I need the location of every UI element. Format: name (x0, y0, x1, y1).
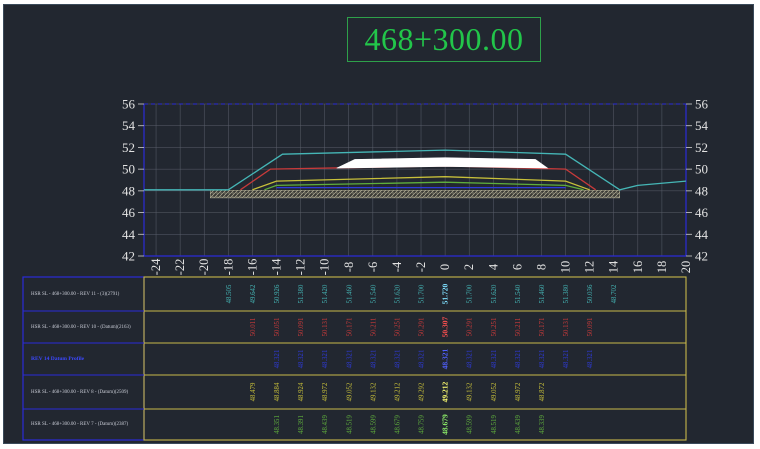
table-row-label: HSR SL - 468+300.00 - REV 10 - (Datum)(2… (31, 324, 131, 330)
table-row-label: HSR SL - 468+300.00 - REV 7 - (Datum)(23… (31, 422, 129, 427)
table-row-label: HSR SL - 468+300.00 - REV 11 - (3)(2791) (31, 291, 120, 297)
table-row-label: HSR SL - 468+300.00 - REV 8 - (Datum)(25… (31, 389, 129, 395)
station-title: 468+300.00 (347, 17, 541, 62)
table-row-label: REV 14 Datum Profile (31, 356, 85, 362)
